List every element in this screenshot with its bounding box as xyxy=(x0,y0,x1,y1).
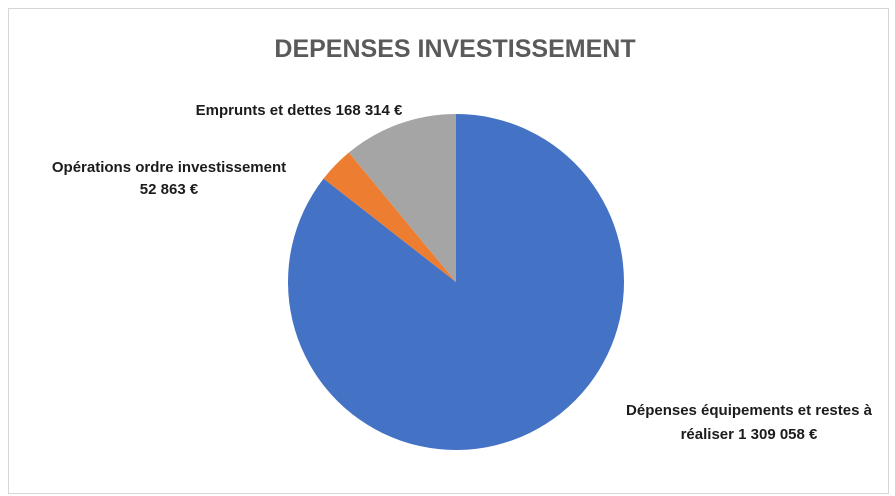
pie-slice xyxy=(323,152,456,282)
slice-label-line: réaliser 1 309 058 € xyxy=(681,426,818,443)
chart-frame: DEPENSES INVESTISSEMENT Dépenses équipem… xyxy=(8,8,889,494)
slice-label: Dépenses équipements et restes à réaliser… xyxy=(626,402,873,443)
pie-slices xyxy=(287,114,624,450)
chart-title: DEPENSES INVESTISSEMENT xyxy=(274,35,635,63)
pie-chart: DEPENSES INVESTISSEMENT Dépenses équipem… xyxy=(52,35,873,450)
pie-labels: Dépenses équipements et restes à réaliser… xyxy=(52,102,873,443)
pie-slice xyxy=(348,114,456,282)
slice-label-line: Emprunts et dettes 168 314 € xyxy=(196,102,403,119)
slice-label: Opérations ordre investissement 52 863 € xyxy=(52,159,286,198)
slice-label-line: Opérations ordre investissement xyxy=(52,159,286,176)
slice-label-line: 52 863 € xyxy=(140,181,199,198)
slice-label: Emprunts et dettes 168 314 € xyxy=(196,102,403,119)
pie-slice xyxy=(287,114,624,450)
slice-label-line: Dépenses équipements et restes à xyxy=(626,402,873,419)
